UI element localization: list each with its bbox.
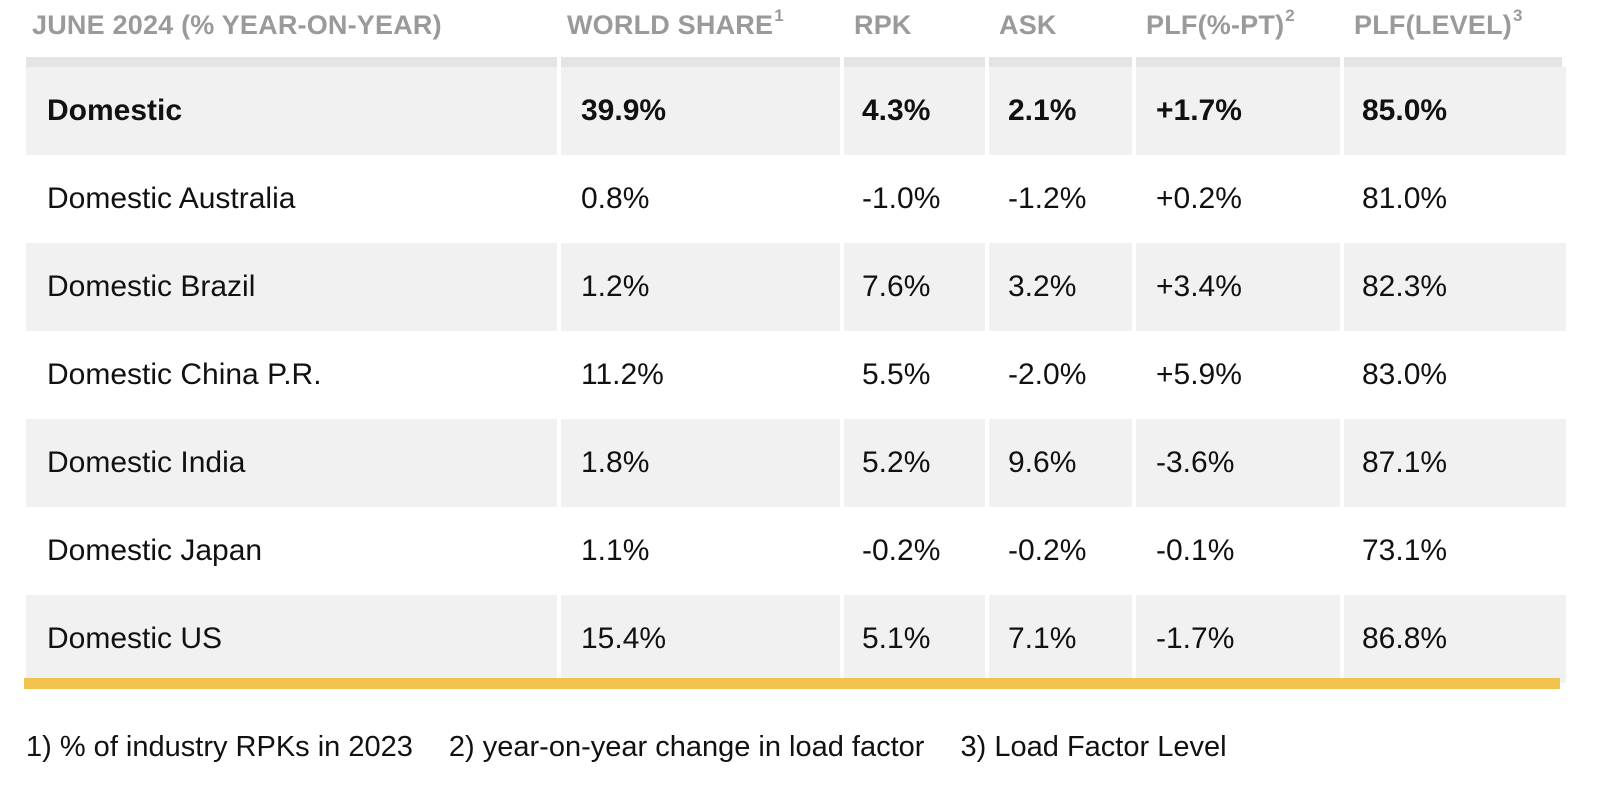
header-divider-seg <box>1136 57 1340 67</box>
table-header: JUNE 2024 (% YEAR-ON-YEAR) WORLD SHARE1 … <box>26 0 1594 57</box>
cell-rpk: 4.3% <box>844 67 985 155</box>
cell-plf-pt: +1.7% <box>1136 67 1340 155</box>
footnote-2: 2) year-on-year change in load factor <box>448 731 925 763</box>
table-row: Domestic US 15.4% 5.1% 7.1% -1.7% 86.8% <box>26 595 1594 683</box>
table-row: Domestic China P.R. 11.2% 5.5% -2.0% +5.… <box>26 331 1594 419</box>
header-plf-pt: PLF(%-PT)2 <box>1140 0 1348 41</box>
cell-ask: 7.1% <box>989 595 1132 683</box>
cell-world-share: 15.4% <box>561 595 840 683</box>
cell-plf-level: 82.3% <box>1344 243 1566 331</box>
table-row-domestic: Domestic 39.9% 4.3% 2.1% +1.7% 85.0% <box>26 67 1594 155</box>
header-divider-seg <box>989 57 1132 67</box>
cell-market: Domestic <box>26 67 557 155</box>
cell-market: Domestic Japan <box>26 507 557 595</box>
cell-ask: 9.6% <box>989 419 1132 507</box>
cell-rpk: 7.6% <box>844 243 985 331</box>
cell-plf-level: 81.0% <box>1344 155 1566 243</box>
footnote-marker-3: 3 <box>1513 6 1523 25</box>
cell-plf-pt: +0.2% <box>1136 155 1340 243</box>
cell-world-share: 0.8% <box>561 155 840 243</box>
header-divider-seg <box>844 57 985 67</box>
cell-plf-pt: -0.1% <box>1136 507 1340 595</box>
header-period: JUNE 2024 (% YEAR-ON-YEAR) <box>26 0 561 41</box>
header-ask-label: ASK <box>999 10 1057 40</box>
cell-world-share: 39.9% <box>561 67 840 155</box>
header-divider <box>26 57 1594 67</box>
cell-plf-level: 85.0% <box>1344 67 1566 155</box>
header-plf-level-label: PLF(LEVEL) <box>1354 10 1512 40</box>
cell-world-share: 11.2% <box>561 331 840 419</box>
cell-plf-pt: +5.9% <box>1136 331 1340 419</box>
table-row: Domestic Australia 0.8% -1.0% -1.2% +0.2… <box>26 155 1594 243</box>
cell-rpk: -1.0% <box>844 155 985 243</box>
table-row: Domestic India 1.8% 5.2% 9.6% -3.6% 87.1… <box>26 419 1594 507</box>
cell-ask: -2.0% <box>989 331 1132 419</box>
header-world-share-label: WORLD SHARE <box>567 10 774 40</box>
cell-plf-pt: -1.7% <box>1136 595 1340 683</box>
cell-market: Domestic Brazil <box>26 243 557 331</box>
accent-bar <box>24 678 1560 689</box>
footnote-marker-1: 1 <box>774 6 784 25</box>
cell-ask: 3.2% <box>989 243 1132 331</box>
footnotes: 1) % of industry RPKs in 2023 2) year-on… <box>26 731 1255 764</box>
cell-ask: -0.2% <box>989 507 1132 595</box>
cell-plf-level: 86.8% <box>1344 595 1566 683</box>
cell-plf-pt: +3.4% <box>1136 243 1340 331</box>
footnote-marker-2: 2 <box>1285 6 1295 25</box>
cell-ask: 2.1% <box>989 67 1132 155</box>
header-divider-seg <box>1344 57 1562 67</box>
header-divider-seg <box>561 57 840 67</box>
cell-rpk: 5.1% <box>844 595 985 683</box>
cell-world-share: 1.2% <box>561 243 840 331</box>
cell-ask: -1.2% <box>989 155 1132 243</box>
cell-plf-level: 83.0% <box>1344 331 1566 419</box>
header-ask: ASK <box>993 0 1140 41</box>
cell-plf-pt: -3.6% <box>1136 419 1340 507</box>
table-row: Domestic Japan 1.1% -0.2% -0.2% -0.1% 73… <box>26 507 1594 595</box>
cell-market: Domestic Australia <box>26 155 557 243</box>
header-period-label: JUNE 2024 (% YEAR-ON-YEAR) <box>32 10 442 40</box>
cell-world-share: 1.8% <box>561 419 840 507</box>
cell-market: Domestic China P.R. <box>26 331 557 419</box>
header-plf-pt-label: PLF(%-PT) <box>1146 10 1285 40</box>
cell-rpk: 5.2% <box>844 419 985 507</box>
header-world-share: WORLD SHARE1 <box>561 0 848 41</box>
cell-plf-level: 87.1% <box>1344 419 1566 507</box>
data-table: JUNE 2024 (% YEAR-ON-YEAR) WORLD SHARE1 … <box>26 0 1594 683</box>
footnote-3: 3) Load Factor Level <box>960 731 1227 763</box>
header-plf-level: PLF(LEVEL)3 <box>1348 0 1570 41</box>
cell-rpk: -0.2% <box>844 507 985 595</box>
cell-rpk: 5.5% <box>844 331 985 419</box>
cell-plf-level: 73.1% <box>1344 507 1566 595</box>
footnote-1: 1) % of industry RPKs in 2023 <box>26 731 413 763</box>
header-divider-seg <box>26 57 557 67</box>
table-row: Domestic Brazil 1.2% 7.6% 3.2% +3.4% 82.… <box>26 243 1594 331</box>
header-rpk: RPK <box>848 0 993 41</box>
cell-market: Domestic India <box>26 419 557 507</box>
cell-market: Domestic US <box>26 595 557 683</box>
cell-world-share: 1.1% <box>561 507 840 595</box>
header-rpk-label: RPK <box>854 10 912 40</box>
